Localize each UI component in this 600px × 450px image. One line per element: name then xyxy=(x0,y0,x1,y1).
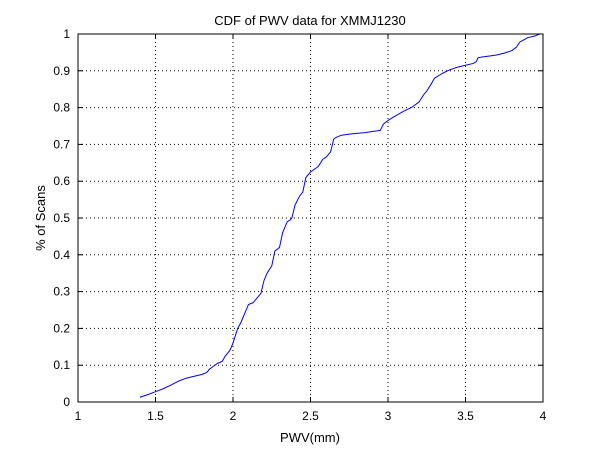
y-tick-label: 0.9 xyxy=(53,64,70,78)
y-tick-label: 0.8 xyxy=(53,101,70,115)
x-tick-label: 2.5 xyxy=(302,409,319,423)
x-tick-label: 1 xyxy=(75,409,82,423)
x-tick-label: 3 xyxy=(385,409,392,423)
x-tick-label: 4 xyxy=(540,409,547,423)
y-tick-label: 0 xyxy=(63,395,70,409)
y-tick-label: 0.2 xyxy=(53,321,70,335)
y-tick-label: 0.6 xyxy=(53,174,70,188)
y-axis-label: % of Scans xyxy=(33,185,48,251)
y-tick-label: 0.5 xyxy=(53,211,70,225)
x-tick-label: 1.5 xyxy=(147,409,164,423)
x-axis-label: PWV(mm) xyxy=(280,430,340,445)
axis-ticks xyxy=(77,33,544,403)
chart-title: CDF of PWV data for XMMJ1230 xyxy=(214,13,405,28)
series-layer xyxy=(139,33,541,398)
y-tick-label: 0.7 xyxy=(53,137,70,151)
y-tick-label: 0.4 xyxy=(53,248,70,262)
x-tick-label: 2 xyxy=(230,409,237,423)
cdf-series-line xyxy=(139,33,541,398)
y-tick-label: 0.3 xyxy=(53,285,70,299)
tick-labels: 1 1.5 2 2.5 3 3.5 4 0 0.1 0.2 0.3 0.4 0.5 0.6 0.7 0.8 0.… xyxy=(53,27,546,423)
grid-lines xyxy=(78,34,543,402)
x-tick-label: 3.5 xyxy=(457,409,474,423)
y-tick-label: 0.1 xyxy=(53,358,70,372)
y-tick-label: 1 xyxy=(63,27,70,41)
